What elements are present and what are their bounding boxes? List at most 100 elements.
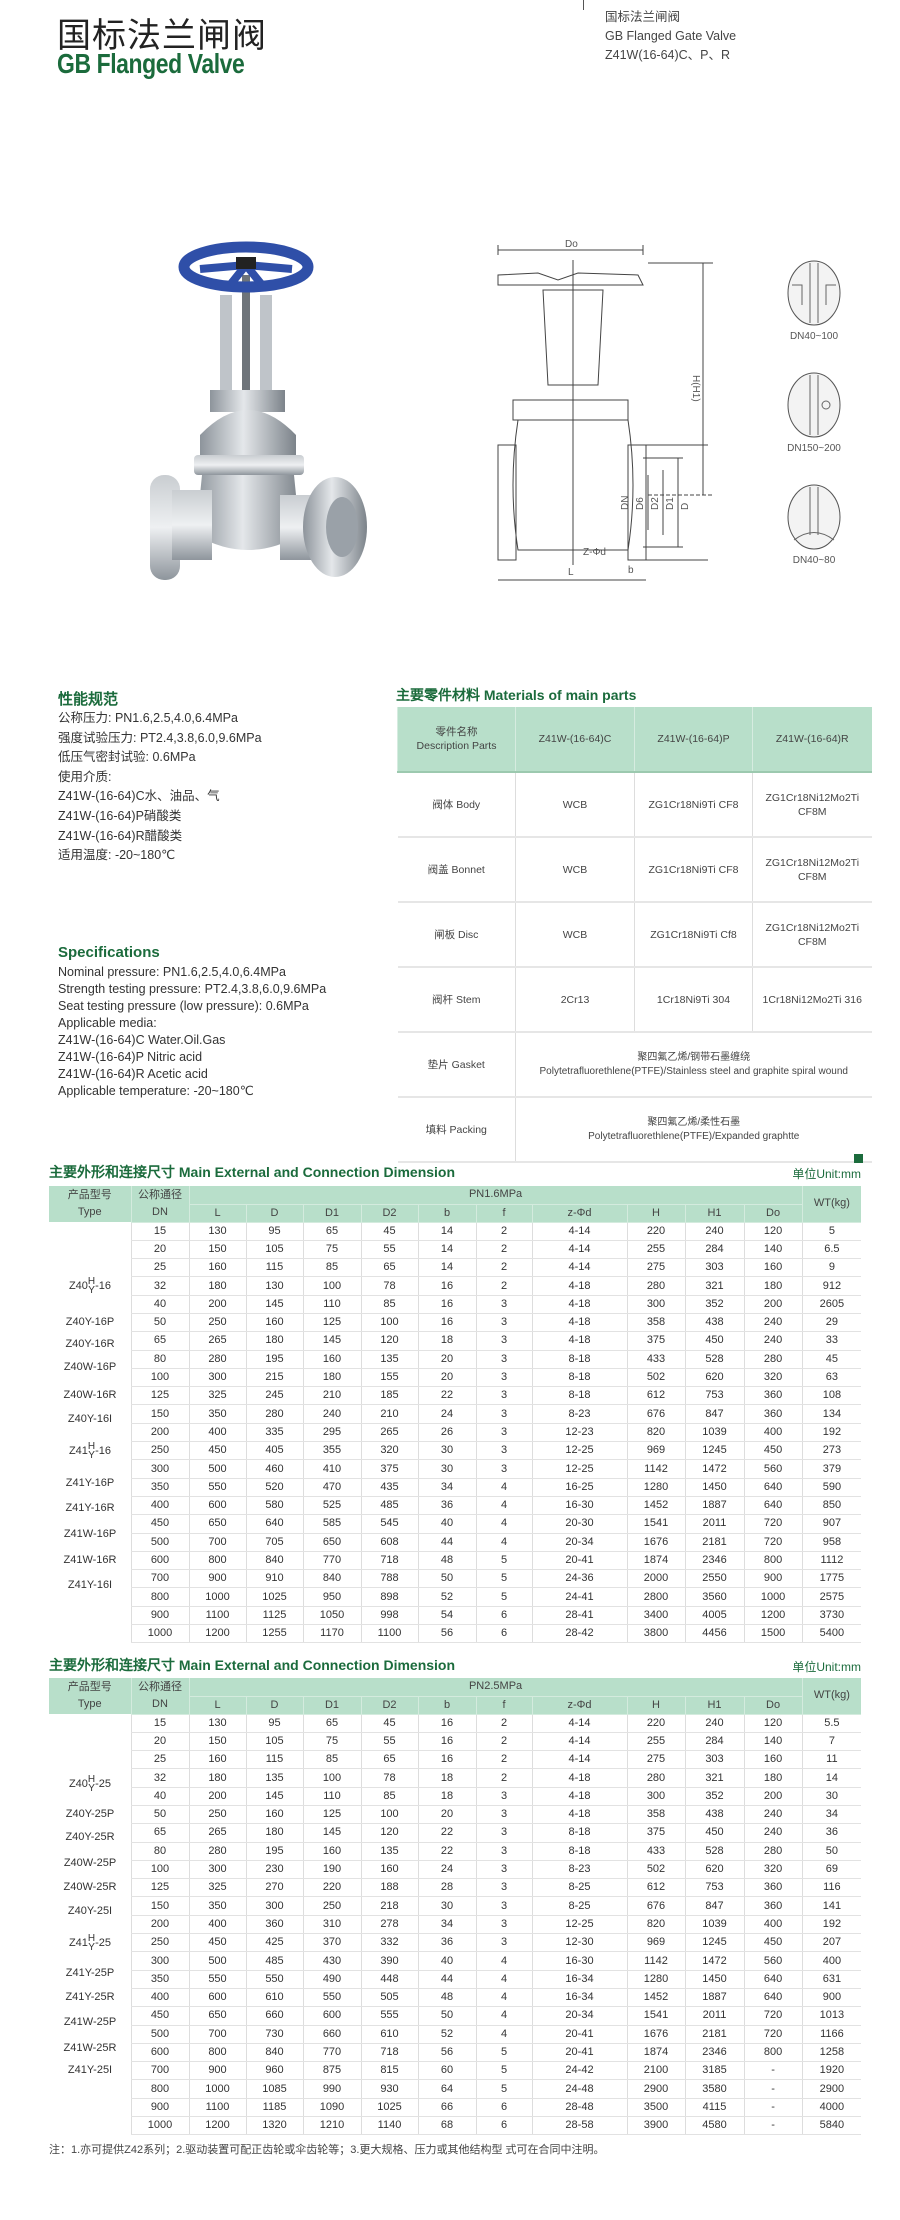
- table-cell: 14: [801, 1768, 862, 1788]
- table-row: 1000 1200 1320 1210 1140 68 6 28-58 3900 4580-584…: [49, 2116, 862, 2136]
- table-cell: 40: [417, 1951, 476, 1971]
- table-row: 32 180 135 100 78 18 2 4-18 280 321 180 14: [49, 1768, 862, 1788]
- table-cell: 1472: [684, 1951, 744, 1971]
- table-cell: 280: [743, 1350, 803, 1369]
- table-cell: 218: [360, 1896, 418, 1916]
- dimension-table: 产品型号 Type 公称通径 DN PN2.5MPa WT(kg) L D D1 D2 b f z-Φd…: [49, 1678, 862, 2136]
- material-cell: WCB: [515, 772, 635, 838]
- table-cell: 360: [743, 1896, 803, 1916]
- table-cell: 350: [188, 1896, 246, 1916]
- material-en: Polytetrafluorethlene(PTFE)/Expanded gra…: [588, 1130, 800, 1142]
- table-cell: 265: [188, 1823, 246, 1843]
- table-cell: 64: [417, 2079, 476, 2099]
- table-cell: 4-14: [531, 1732, 627, 1752]
- table-cell: 3730: [801, 1606, 862, 1626]
- table-cell: 900: [188, 2061, 246, 2081]
- table-cell: 335: [245, 1423, 303, 1443]
- table-cell: 145: [302, 1331, 361, 1351]
- table-cell: 500: [188, 1459, 246, 1479]
- table-cell: 502: [626, 1368, 685, 1388]
- header-col: L: [188, 1204, 246, 1223]
- table-cell: 4-14: [531, 1714, 627, 1733]
- table-cell: 450: [684, 1823, 744, 1843]
- type-suffix: -16: [95, 1279, 112, 1292]
- header-type-cn: 产品型号: [67, 1189, 112, 1201]
- type-column: Z40 H Y -16 Z40Y-16P Z40Y-16R Z40W-16P Z40W-16R…: [49, 1222, 131, 1643]
- table-cell: 358: [626, 1805, 685, 1825]
- table-cell: 5: [475, 1569, 532, 1589]
- variant-bottom: Y: [88, 1285, 95, 1297]
- table-cell: 280: [626, 1768, 685, 1788]
- table-cell: 320: [743, 1860, 803, 1880]
- label-dn: DN: [620, 496, 631, 510]
- materials-title: 主要零件材料 Materials of main parts: [396, 687, 637, 703]
- table-cell: 370: [302, 1933, 361, 1953]
- table-cell: 560: [743, 1459, 803, 1479]
- material-cell: ZG1Cr18Ni12Mo2Ti CF8M: [752, 837, 872, 903]
- table-cell: 145: [302, 1823, 361, 1843]
- table-cell: 550: [245, 1970, 303, 1989]
- table-cell: 310: [302, 1915, 361, 1935]
- table-cell: 12-23: [531, 1423, 627, 1443]
- table-cell: 500: [130, 1533, 189, 1552]
- table-cell: 3: [475, 1423, 532, 1443]
- materials-header-row: 零件名称 Description Parts Z41W-(16-64)C Z41W-(…: [397, 707, 872, 773]
- table-cell: 33: [801, 1331, 862, 1351]
- table-cell: 4: [475, 1951, 532, 1971]
- table-cell: 350: [130, 1478, 189, 1497]
- table-cell: 125: [302, 1313, 361, 1333]
- table-cell: 1013: [801, 2006, 862, 2026]
- table-cell: 20-34: [531, 2006, 627, 2026]
- variant-top: H: [87, 1440, 96, 1452]
- table-cell: 3: [475, 1878, 532, 1898]
- spec-line: Z41W-(16-64)P Nitric acid: [58, 1050, 203, 1064]
- table-cell: 676: [626, 1404, 685, 1424]
- table-cell: 250: [188, 1313, 246, 1333]
- table-cell: 3560: [684, 1587, 744, 1607]
- table-cell: 105: [245, 1240, 303, 1260]
- type-suffix: -25: [95, 1777, 112, 1790]
- table-cell: 550: [188, 1970, 246, 1989]
- material-cell: 2Cr13: [515, 967, 635, 1033]
- table-cell: 3: [475, 1368, 532, 1388]
- table-row: 300 500 485 430 390 40 4 16-30 1142 1472 560 400: [49, 1951, 862, 1971]
- material-cell: 1Cr18Ni9Ti 304: [634, 967, 753, 1033]
- table-cell: 4: [475, 1478, 532, 1497]
- header-weight: WT(kg): [801, 1186, 862, 1223]
- table-cell: 5: [475, 2061, 532, 2081]
- material-cell: ZG1Cr18Ni9Ti CF8: [634, 772, 753, 838]
- table-cell: 16: [417, 1732, 476, 1752]
- table-cell: 100: [130, 1368, 189, 1388]
- table-cell: 20-30: [531, 1514, 627, 1534]
- header-type-en: Type: [77, 1206, 102, 1218]
- divider: [583, 0, 584, 10]
- table-cell: 4-14: [531, 1222, 627, 1241]
- table-cell: 25: [130, 1750, 189, 1770]
- table-cell: 800: [743, 2043, 803, 2063]
- table-cell: 55: [360, 1732, 418, 1752]
- table-cell: 2800: [626, 1587, 685, 1607]
- table-row: 40 200 145 110 85 18 3 4-18 300 352 200 30: [49, 1787, 862, 1806]
- table-cell: 4: [475, 1988, 532, 2008]
- spec-line: 公称压力: PN1.6,2.5,4.0,6.4MPa: [58, 711, 238, 725]
- table-cell: 1140: [360, 2116, 418, 2136]
- table-cell: 910: [245, 1569, 303, 1589]
- table-cell: 4: [475, 1533, 532, 1552]
- spec-line: Z41W-(16-64)R醋酸类: [58, 828, 183, 843]
- table-cell: 28-48: [531, 2098, 627, 2118]
- table-cell: 400: [801, 1951, 862, 1971]
- table-cell: 295: [302, 1423, 361, 1443]
- table-cell: 4580: [684, 2116, 744, 2136]
- type-label: Z40Y-16P: [65, 1315, 115, 1328]
- type-label: Z40 H Y -16: [49, 1276, 131, 1297]
- table-cell: 65: [360, 1258, 418, 1278]
- table-cell: 2: [475, 1750, 532, 1770]
- table-cell: 485: [360, 1496, 418, 1516]
- material-cn: 聚四氟乙烯/柔性石墨: [647, 1116, 741, 1128]
- table-cell: 485: [245, 1951, 303, 1971]
- side-model: Z41W(16-64)C、P、R: [605, 48, 731, 62]
- table-cell: 85: [360, 1787, 418, 1806]
- variant-top: H: [87, 1276, 96, 1288]
